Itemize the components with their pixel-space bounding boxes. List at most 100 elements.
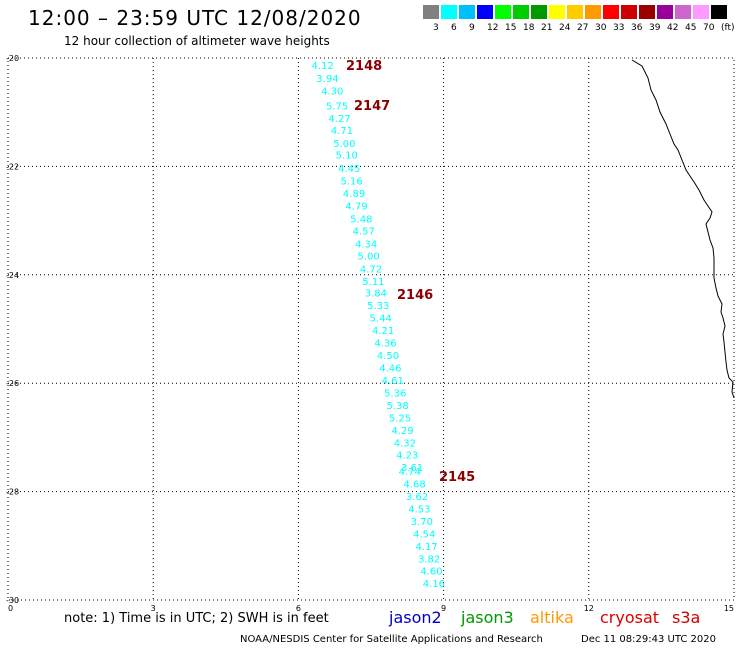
swh-value: 4.61	[382, 376, 404, 387]
swh-value: 5.00	[333, 139, 355, 150]
legend-swatch	[441, 5, 457, 19]
legend-swatch	[639, 5, 655, 19]
swh-value: 4.21	[372, 326, 394, 337]
y-tick-label: -22	[6, 162, 19, 171]
swh-value: 3.70	[411, 517, 433, 528]
swh-value: 4.60	[420, 567, 442, 578]
note-text: note: 1) Time is in UTC; 2) SWH is in fe…	[64, 611, 329, 626]
swh-value: 4.36	[374, 339, 396, 350]
legend-swatch	[603, 5, 619, 19]
satellite-label: altika	[530, 608, 574, 627]
swh-value: 5.11	[362, 277, 384, 288]
x-tick-label: 3	[151, 604, 156, 613]
legend-label: 27	[577, 23, 589, 33]
legend-label: 42	[667, 23, 679, 33]
swh-value: 4.71	[331, 126, 353, 137]
legend-label: 3	[433, 23, 439, 33]
x-tick-label: 0	[8, 604, 13, 613]
legend-swatch	[495, 5, 511, 19]
swh-value: 5.44	[370, 314, 392, 325]
swh-value: 5.36	[384, 388, 406, 399]
legend-label: 39	[649, 23, 661, 33]
legend-swatch	[549, 5, 565, 19]
swh-value: 5.33	[367, 301, 389, 312]
swh-value: 4.50	[377, 351, 399, 362]
x-tick-label: 9	[441, 604, 446, 613]
swh-value: 4.46	[379, 363, 401, 374]
legend-label: 15	[505, 23, 517, 33]
legend-swatch	[459, 5, 475, 19]
map-grid	[7, 57, 735, 601]
swh-value: 5.00	[357, 251, 379, 262]
legend-label: 9	[469, 23, 475, 33]
coastline	[631, 59, 735, 399]
legend-label: 36	[631, 23, 643, 33]
y-tick-label: -24	[6, 271, 19, 280]
swh-value: 4.16	[423, 579, 445, 590]
swh-value: 4.74	[399, 467, 421, 478]
swh-value: 4.54	[413, 529, 435, 540]
swh-values: 4.123.944.305.754.274.715.005.104.455.16…	[311, 61, 445, 590]
legend-swatch	[567, 5, 583, 19]
satellite-label: s3a	[672, 608, 701, 627]
plot-border	[7, 57, 735, 601]
track-label: 2147	[354, 99, 390, 114]
legend-swatch	[477, 5, 493, 19]
legend-label: 6	[451, 23, 457, 33]
swh-value: 4.23	[396, 451, 418, 462]
legend-swatch	[513, 5, 529, 19]
swh-value: 5.38	[386, 401, 408, 412]
axis-ticks: 0 3 6 9 12 15 -20 -22 -24 -26 -28 -30	[6, 54, 734, 613]
swh-value: 4.30	[321, 87, 343, 98]
swh-value: 4.53	[408, 504, 430, 515]
satellite-label: jason3	[461, 608, 514, 627]
y-tick-label: -20	[6, 54, 19, 63]
track-label: 2146	[397, 288, 433, 303]
map-title: 12:00 – 23:59 UTC 12/08/2020	[28, 6, 362, 30]
track-label: 2148	[346, 59, 382, 74]
swh-value: 5.10	[336, 150, 358, 161]
legend-label: 45	[685, 23, 697, 33]
y-tick-label: -28	[6, 488, 19, 497]
legend-swatch	[693, 5, 709, 19]
legend-label: 70	[703, 23, 715, 33]
map-subtitle: 12 hour collection of altimeter wave hei…	[64, 34, 330, 48]
legend-swatch	[585, 5, 601, 19]
swh-value: 4.89	[343, 189, 365, 200]
swh-value: 5.25	[389, 413, 411, 424]
swh-value: 3.61	[401, 463, 423, 474]
swh-value: 4.27	[328, 114, 350, 125]
swh-value: 5.16	[341, 176, 363, 187]
y-tick-label: -26	[6, 379, 19, 388]
swh-value: 3.94	[316, 74, 338, 85]
legend-swatch	[423, 5, 439, 19]
x-tick-label: 15	[724, 604, 734, 613]
swh-value: 4.68	[403, 479, 425, 490]
swh-value: 4.29	[391, 426, 413, 437]
swh-value: 4.32	[394, 438, 416, 449]
legend-swatch	[675, 5, 691, 19]
swh-value: 5.48	[350, 214, 372, 225]
legend-label: 33	[613, 23, 625, 33]
swh-value: 4.72	[360, 264, 382, 275]
timestamp-text: Dec 11 08:29:43 UTC 2020	[581, 634, 716, 645]
swh-value: 3.82	[418, 554, 440, 565]
swh-value: 4.17	[416, 542, 438, 553]
legend-label: 21	[541, 23, 553, 33]
legend-swatch	[711, 5, 727, 19]
legend-label: 30	[595, 23, 607, 33]
legend-label: 24	[559, 23, 571, 33]
swh-value: 4.45	[338, 164, 360, 175]
x-tick-label: 12	[584, 604, 594, 613]
track-labels: 2148 2147 2146 2145	[346, 59, 475, 485]
swh-value: 4.57	[353, 226, 375, 237]
satellite-label: jason2	[389, 608, 442, 627]
satellite-label: cryosat	[600, 608, 660, 627]
legend-swatch	[657, 5, 673, 19]
legend-swatch	[531, 5, 547, 19]
legend-swatch	[621, 5, 637, 19]
legend-label: 12	[487, 23, 499, 33]
swh-value: 3.62	[406, 492, 428, 503]
swh-value: 4.79	[345, 201, 367, 212]
